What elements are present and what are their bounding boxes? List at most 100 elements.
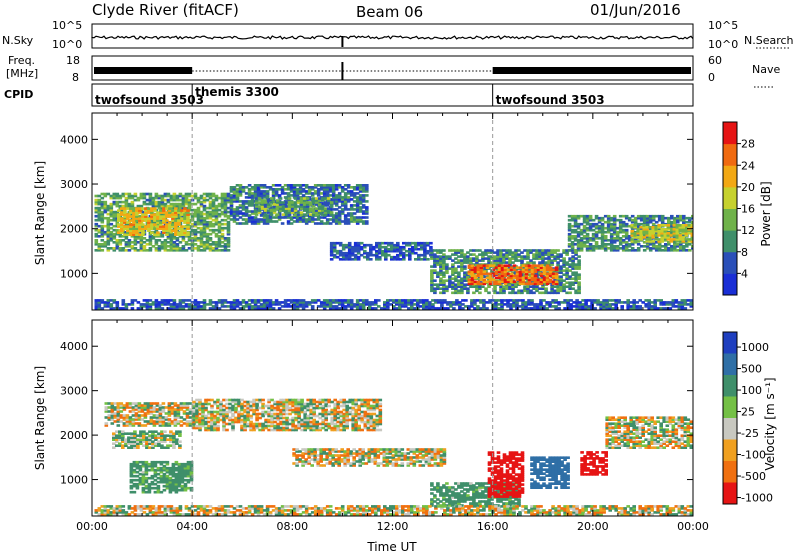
heatmap-cell	[577, 267, 581, 270]
heatmap-cell	[115, 202, 120, 206]
heatmap-cell	[422, 305, 426, 308]
heatmap-cell	[482, 278, 487, 282]
heatmap-cell	[188, 416, 193, 419]
heatmap-cell	[271, 307, 276, 310]
heatmap-cell	[226, 224, 231, 228]
heatmap-cell	[355, 210, 360, 213]
heatmap-cell	[319, 216, 324, 219]
heatmap-cell	[632, 301, 636, 304]
heatmap-cell	[208, 206, 213, 210]
heatmap-cell	[217, 196, 222, 200]
heatmap-cell	[541, 291, 545, 295]
heatmap-cell	[118, 194, 123, 198]
heatmap-cell	[488, 264, 493, 268]
heatmap-cell	[229, 305, 234, 308]
heatmap-cell	[460, 261, 464, 264]
heatmap-cell	[488, 301, 492, 304]
heatmap-cell	[624, 241, 629, 244]
heatmap-cell	[430, 281, 434, 285]
heatmap-cell	[686, 299, 691, 302]
heatmap-cell	[639, 222, 644, 226]
heatmap-cell	[562, 279, 566, 283]
heatmap-cell	[340, 202, 345, 205]
heatmap-cell	[263, 207, 268, 210]
heatmap-cell	[369, 249, 373, 253]
heatmap-cell	[186, 209, 190, 212]
heatmap-cell	[685, 245, 689, 248]
heatmap-cell	[387, 241, 391, 245]
heatmap-cell	[355, 305, 360, 308]
heatmap-cell	[325, 214, 330, 217]
heatmap-cell	[568, 269, 572, 272]
heatmap-cell	[340, 188, 345, 191]
heatmap-cell	[386, 303, 390, 306]
heatmap-cell	[198, 418, 202, 422]
heatmap-cell	[439, 277, 443, 281]
heatmap-cell	[554, 280, 559, 284]
heatmap-cell	[496, 291, 500, 295]
heatmap-cell	[673, 216, 677, 220]
heatmap-cell	[113, 420, 118, 423]
heatmap-cell	[305, 211, 310, 214]
heatmap-cell	[665, 301, 670, 304]
heatmap-cell	[148, 202, 153, 206]
heatmap-cell	[337, 301, 342, 304]
heatmap-cell	[662, 301, 666, 304]
heatmap-cell	[268, 299, 273, 302]
heatmap-cell	[112, 299, 117, 302]
heatmap-cell	[570, 224, 575, 228]
heatmap-cell	[214, 220, 219, 224]
heatmap-cell	[497, 264, 502, 268]
heatmap-cell	[582, 237, 587, 240]
heatmap-cell	[150, 207, 154, 210]
heatmap-cell	[581, 303, 585, 306]
heatmap-cell	[211, 218, 216, 222]
heatmap-cell	[274, 301, 279, 304]
heatmap-cell	[220, 303, 225, 306]
heatmap-cell	[115, 210, 120, 214]
heatmap-cell	[454, 251, 458, 254]
heatmap-cell	[151, 198, 156, 202]
heatmap-cell	[317, 203, 322, 206]
heatmap-cell	[458, 303, 462, 306]
heatmap-cell	[148, 232, 153, 236]
heatmap-cell	[176, 408, 181, 411]
heatmap-cell	[554, 268, 559, 272]
heatmap-cell	[328, 299, 333, 302]
heatmap-cell	[582, 235, 587, 238]
heatmap-cell	[123, 215, 127, 218]
heatmap-cell	[142, 241, 147, 244]
heatmap-cell	[355, 196, 360, 199]
heatmap-cell	[352, 194, 357, 197]
heatmap-cell	[390, 245, 394, 249]
heatmap-cell	[202, 247, 207, 250]
heatmap-cell	[567, 239, 572, 242]
heatmap-cell	[645, 222, 650, 226]
heatmap-cell	[290, 207, 295, 210]
heatmap-cell	[451, 267, 455, 270]
heatmap-cell	[365, 208, 369, 211]
heatmap-cell	[559, 275, 563, 279]
heatmap-cell	[167, 408, 172, 411]
heatmap-cell	[145, 192, 150, 196]
heatmap-cell	[202, 230, 207, 234]
heatmap-cell	[476, 272, 481, 276]
heatmap-cell	[636, 249, 641, 252]
heatmap-cell	[442, 263, 446, 266]
heatmap-cell	[156, 221, 160, 224]
heatmap-cell	[180, 233, 184, 237]
heatmap-cell	[186, 217, 190, 220]
heatmap-cell	[335, 241, 340, 245]
heatmap-cell	[163, 241, 168, 244]
heatmap-cell	[509, 268, 514, 272]
heatmap-cell	[201, 402, 205, 406]
heatmap-cell	[103, 224, 108, 228]
heatmap-cell	[553, 289, 557, 293]
heatmap-cell	[334, 188, 339, 191]
heatmap-cell	[493, 257, 497, 260]
heatmap-cell	[172, 243, 177, 246]
heatmap-cell	[535, 257, 539, 260]
heatmap-cell	[542, 280, 547, 284]
heatmap-cell	[314, 201, 319, 204]
heatmap-cell	[113, 402, 118, 405]
